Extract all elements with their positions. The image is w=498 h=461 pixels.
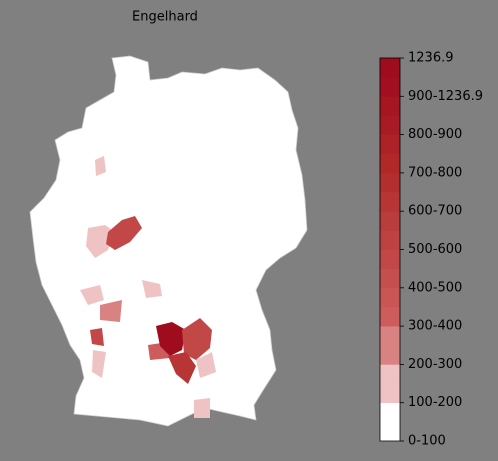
colorbar-segment <box>380 421 400 442</box>
colorbar-label: 1236.9 <box>408 51 454 66</box>
colorbar-label: 900-1236.9 <box>408 89 483 104</box>
colorbar-frame <box>379 57 401 442</box>
colorbar-label: 200-300 <box>408 357 462 372</box>
colorbar-label: 100-200 <box>408 395 462 410</box>
colorbar-segment <box>380 326 400 346</box>
colorbar-segment <box>380 115 400 135</box>
region <box>95 156 106 176</box>
region <box>100 300 122 322</box>
region-fills <box>80 156 216 418</box>
colorbar-label: 600-700 <box>408 204 462 219</box>
colorbar-segment <box>380 153 400 174</box>
colorbar-label: 700-800 <box>408 165 462 180</box>
colorbar-label: 800-900 <box>408 127 462 142</box>
colorbar-label: 500-600 <box>408 242 462 257</box>
region <box>142 280 162 298</box>
colorbar-segment <box>380 211 400 231</box>
colorbar-segment <box>380 268 400 289</box>
region <box>156 322 186 356</box>
colorbar-segment <box>380 287 400 308</box>
colorbar-segment <box>380 230 400 250</box>
colorbar-label: 0-100 <box>408 434 446 449</box>
colorbar-segment <box>380 192 400 212</box>
colorbar-segment <box>380 134 400 155</box>
region <box>168 352 196 384</box>
colorbar-segment <box>380 402 400 423</box>
region <box>86 225 115 258</box>
colorbar-segment <box>380 364 400 384</box>
colorbar-segment <box>380 77 400 97</box>
colorbar-segment <box>380 96 400 116</box>
map-title: Engelhard <box>132 10 198 25</box>
colorbar-label: 300-400 <box>408 319 462 334</box>
colorbar-segment <box>380 345 400 365</box>
region <box>194 398 210 418</box>
region <box>92 350 106 378</box>
colorbar-label: 400-500 <box>408 280 462 295</box>
colorbar-segment <box>380 306 400 327</box>
region <box>80 285 104 305</box>
colorbar-segment <box>380 249 400 269</box>
colorbar-segment <box>380 58 400 78</box>
colorbar-segment <box>380 383 400 403</box>
region <box>90 328 104 346</box>
region <box>106 216 142 250</box>
region <box>196 352 216 378</box>
colorbar-segment <box>380 172 400 193</box>
region <box>182 318 212 360</box>
